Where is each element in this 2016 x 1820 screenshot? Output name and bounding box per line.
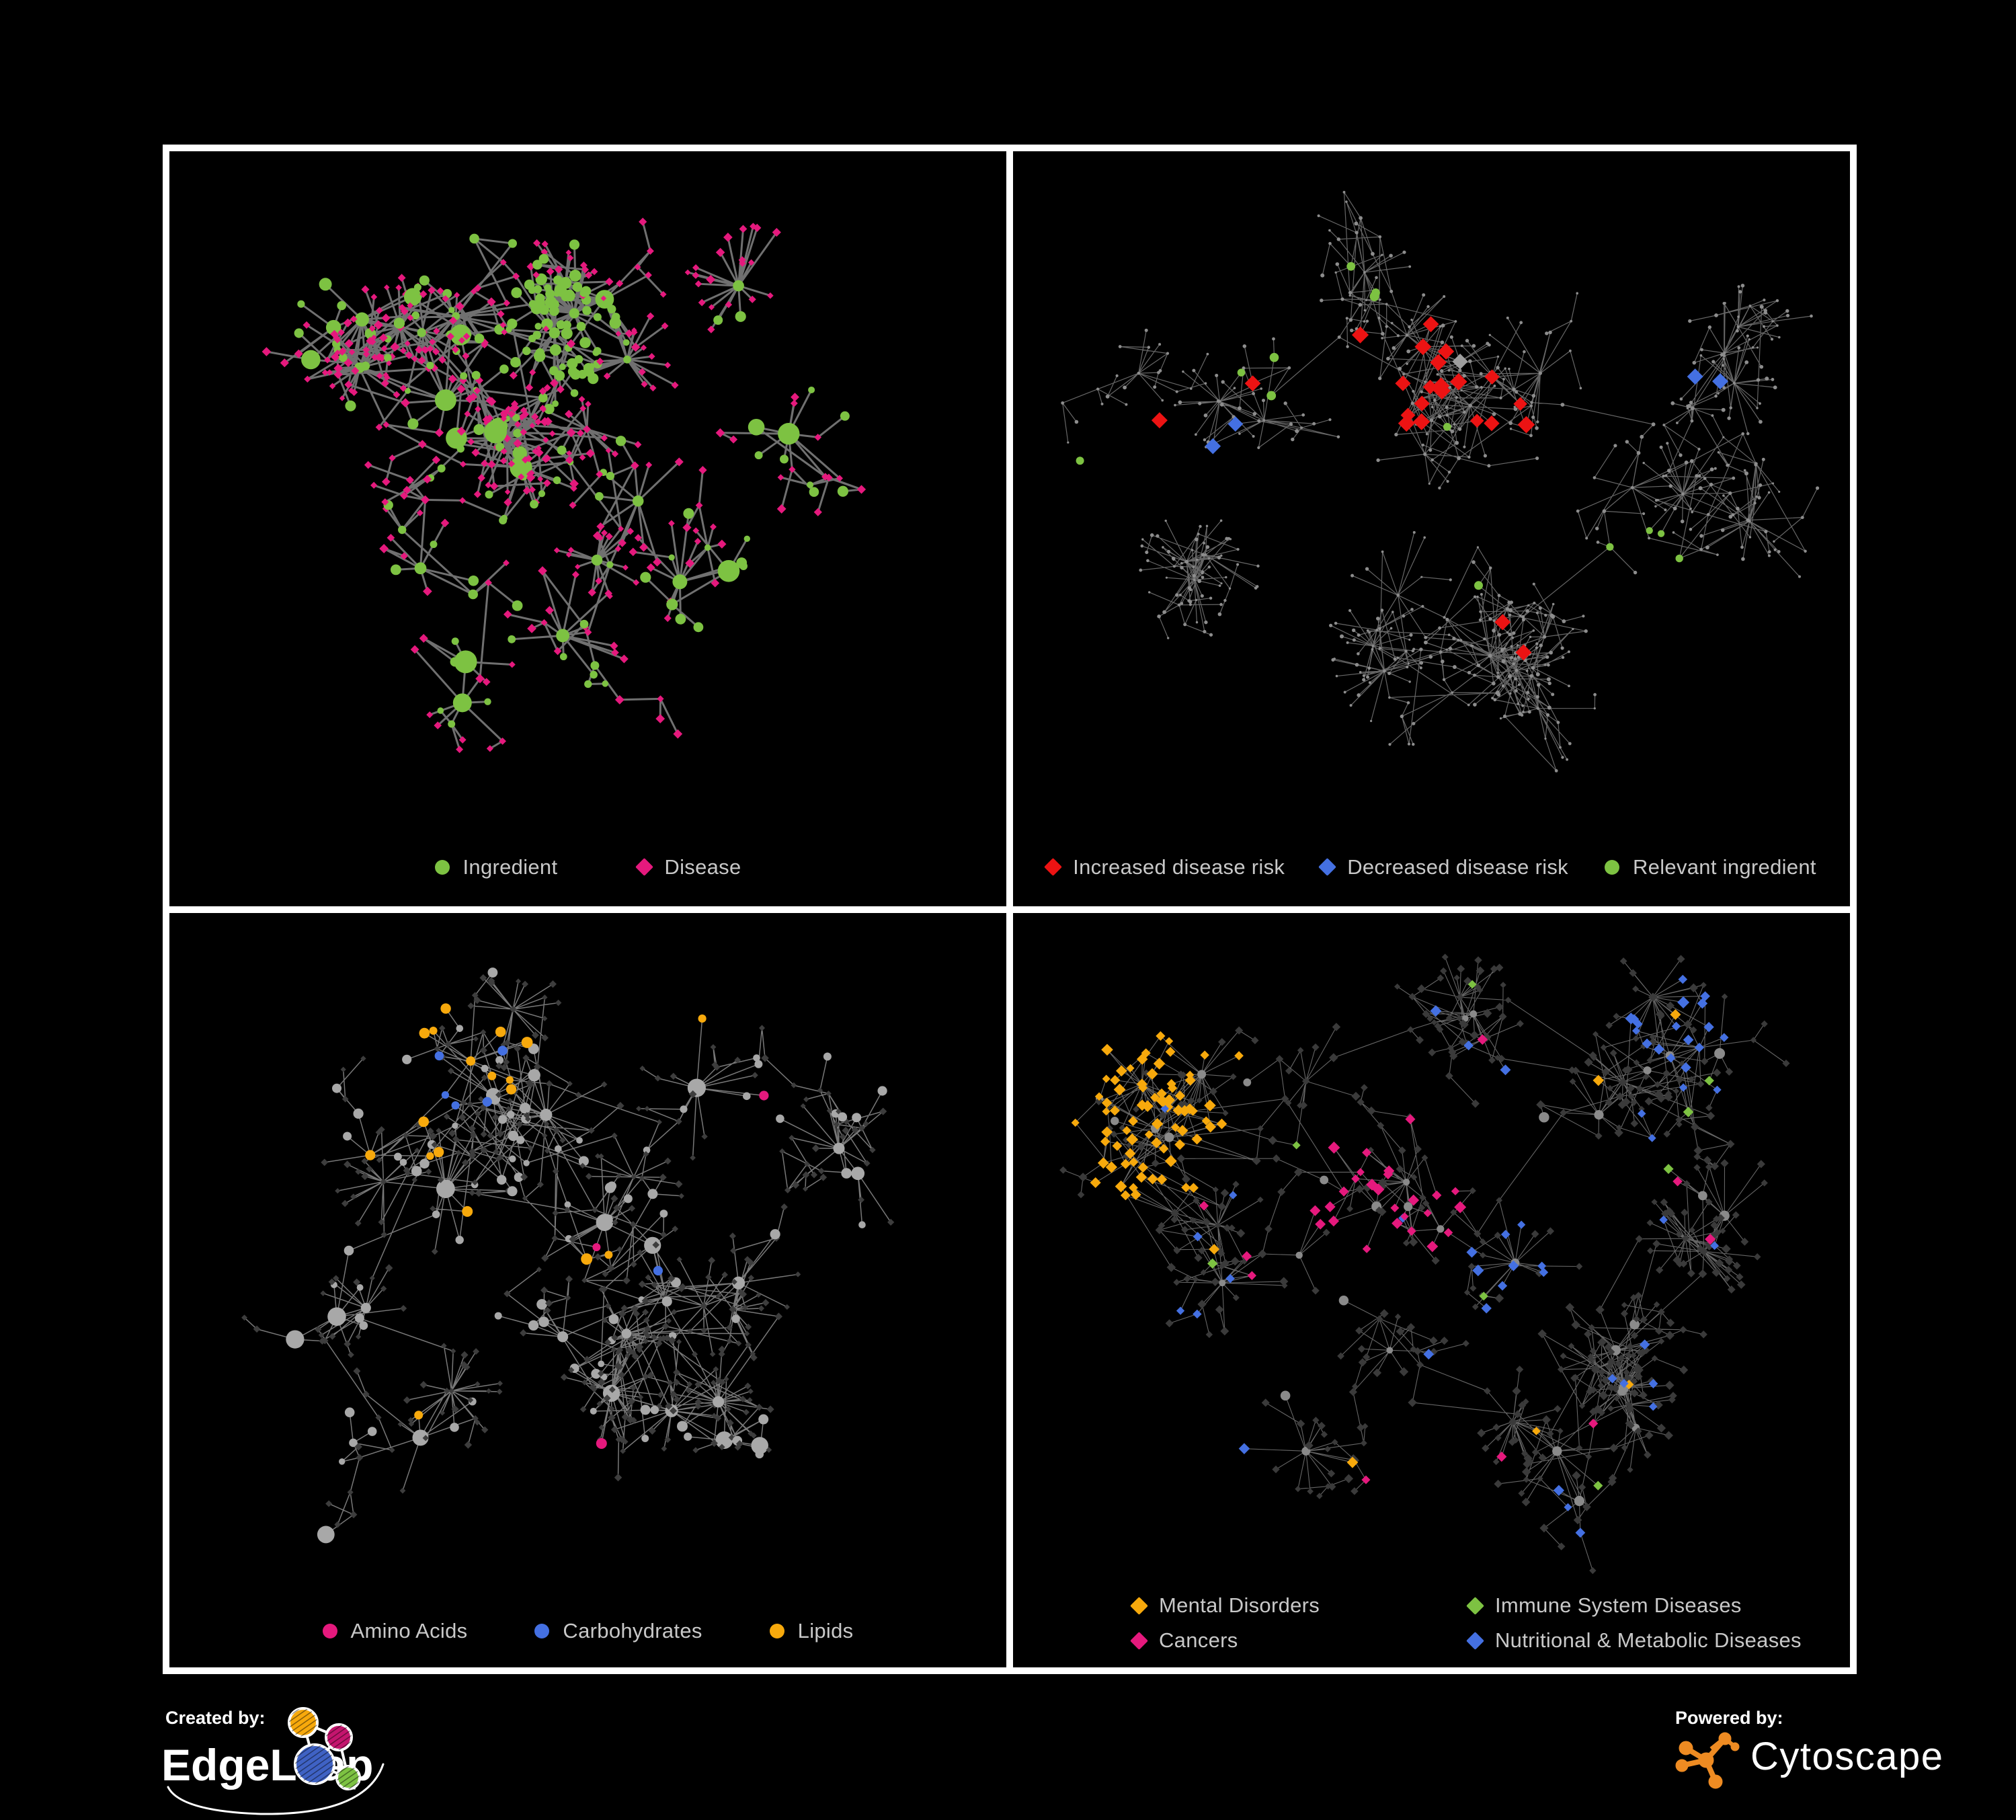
legend-label: Amino Acids — [350, 1619, 468, 1643]
legend-label: Disease — [664, 855, 741, 879]
legend-label: Lipids — [797, 1619, 854, 1643]
legend-label: Increased disease risk — [1073, 855, 1285, 879]
legend-item-decreased-risk: Decreased disease risk — [1318, 855, 1568, 879]
legend-label: Decreased disease risk — [1347, 855, 1568, 879]
amino-acids-marker — [322, 1624, 337, 1638]
mental-disorders-marker — [1130, 1596, 1148, 1615]
legend-item-amino-acids: Amino Acids — [322, 1619, 468, 1643]
legend-disease-categories: Mental Disorders Immune System Diseases … — [1130, 1593, 1802, 1653]
legend-disease-risk: Increased disease risk Decreased disease… — [1013, 855, 1850, 879]
legend-label: Relevant ingredient — [1633, 855, 1816, 879]
ingredient-disease-graph — [261, 217, 866, 754]
disease-marker — [635, 858, 654, 876]
legend-label: Immune System Diseases — [1495, 1593, 1742, 1617]
increased-risk-marker — [1044, 858, 1063, 876]
legend-item-increased-risk: Increased disease risk — [1044, 855, 1285, 879]
legend-item-disease: Disease — [635, 855, 741, 879]
legend-label: Carbohydrates — [563, 1619, 702, 1643]
cytoscape-logo: Powered by: Cytoscape — [1675, 1708, 1944, 1789]
relevant-ingredient-marker — [1605, 859, 1619, 875]
legend-label: Cancers — [1159, 1628, 1238, 1652]
panel-ingredient-disease: Ingredient Disease — [169, 151, 1006, 906]
legend-label: Nutritional & Metabolic Diseases — [1495, 1628, 1802, 1652]
cytoscape-wordmark: Cytoscape — [1750, 1735, 1944, 1778]
carbohydrates-marker — [534, 1624, 550, 1638]
legend-item-lipids: Lipids — [769, 1619, 854, 1643]
legend-label: Mental Disorders — [1159, 1593, 1320, 1617]
immune-diseases-marker — [1466, 1596, 1484, 1615]
legend-item-carbohydrates: Carbohydrates — [534, 1619, 702, 1643]
powered-by-label: Powered by: — [1675, 1708, 1783, 1728]
decreased-risk-marker — [1318, 858, 1337, 876]
lipids-marker — [769, 1624, 784, 1638]
legend-item-ingredient: Ingredient — [434, 855, 558, 879]
ingredient-marker — [434, 859, 450, 875]
legend-item-nutritional-metabolic: Nutritional & Metabolic Diseases — [1466, 1628, 1802, 1653]
edgeleap-logo: Created by: EdgeLeap — [161, 1707, 385, 1815]
edgeleap-network-icon — [288, 1707, 361, 1790]
legend-ingredient-disease: Ingredient Disease — [169, 855, 1006, 879]
disease-risk-graph — [1061, 190, 1820, 773]
legend-item-cancers: Cancers — [1130, 1628, 1469, 1653]
legend-item-relevant-ingredient: Relevant ingredient — [1605, 855, 1816, 879]
legend-item-mental-disorders: Mental Disorders — [1130, 1593, 1469, 1618]
cancers-marker — [1130, 1631, 1148, 1650]
edgeleap-swoosh — [167, 1763, 385, 1815]
cytoscape-icon — [1675, 1732, 1740, 1789]
legend-macronutrients: Amino Acids Carbohydrates Lipids — [169, 1619, 1006, 1643]
disease-category-graph — [1059, 953, 1790, 1574]
legend-item-immune-diseases: Immune System Diseases — [1466, 1593, 1802, 1618]
created-by-label: Created by: — [165, 1708, 266, 1728]
panel-disease-categories: Mental Disorders Immune System Diseases … — [1013, 912, 1850, 1667]
nutritional-metabolic-marker — [1466, 1631, 1484, 1650]
macronutrient-graph — [241, 967, 895, 1543]
panel-macronutrients: Amino Acids Carbohydrates Lipids — [169, 912, 1006, 1667]
panel-disease-risk: Increased disease risk Decreased disease… — [1013, 151, 1850, 906]
legend-label: Ingredient — [462, 855, 558, 879]
figure-grid: Ingredient Disease Increased disease ris… — [163, 145, 1857, 1674]
